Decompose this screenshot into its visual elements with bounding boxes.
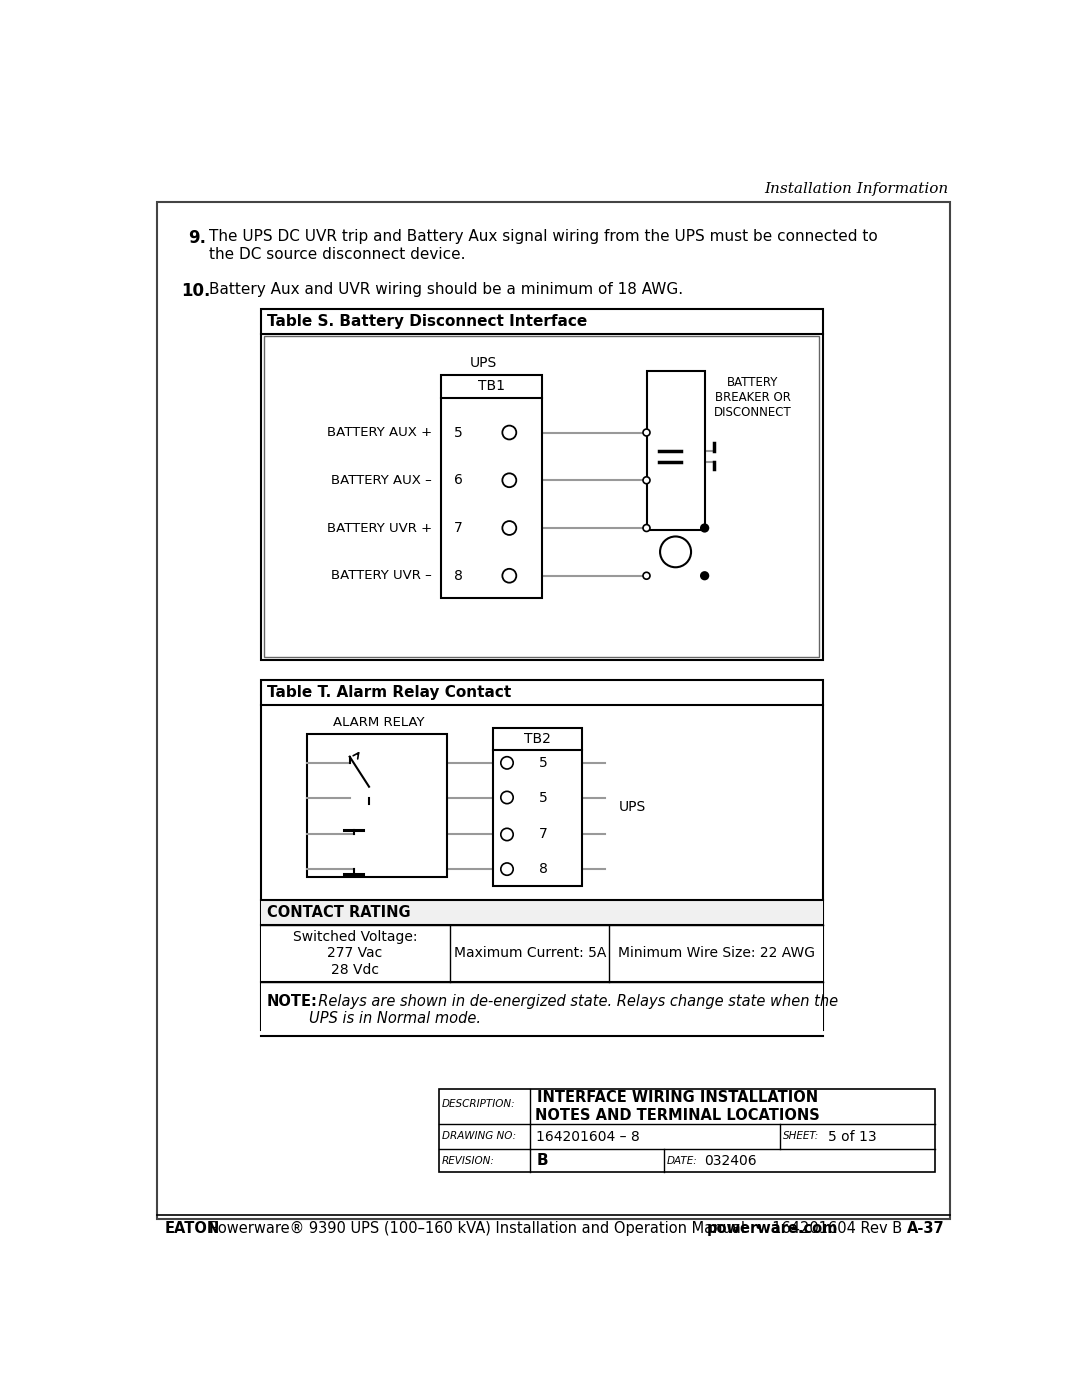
Text: Powerware® 9390 UPS (100–160 kVA) Installation and Operation Manual  •  16420160: Powerware® 9390 UPS (100–160 kVA) Instal… (205, 1221, 906, 1236)
Circle shape (502, 426, 516, 440)
Circle shape (660, 536, 691, 567)
Text: 8: 8 (539, 862, 548, 876)
Text: 5 of 13: 5 of 13 (828, 1130, 877, 1144)
Text: Switched Voltage:
277 Vac
28 Vdc: Switched Voltage: 277 Vac 28 Vdc (293, 930, 417, 977)
Circle shape (643, 476, 650, 483)
Text: BATTERY AUX –: BATTERY AUX – (332, 474, 432, 486)
Text: 10.: 10. (181, 282, 211, 299)
Bar (647, 372, 704, 529)
Circle shape (700, 524, 710, 532)
Text: 032406: 032406 (704, 1154, 756, 1168)
Bar (260, 309, 823, 661)
Circle shape (700, 571, 710, 580)
Text: DESCRIPTION:: DESCRIPTION: (442, 1098, 515, 1109)
Circle shape (501, 757, 513, 768)
Text: Table S. Battery Disconnect Interface: Table S. Battery Disconnect Interface (267, 314, 588, 328)
Text: ALARM RELAY: ALARM RELAY (334, 715, 424, 729)
Circle shape (501, 828, 513, 841)
Bar (494, 728, 582, 886)
Text: A-37: A-37 (907, 1221, 945, 1236)
Text: NOTE:: NOTE: (267, 993, 318, 1009)
Text: TB1: TB1 (478, 380, 505, 394)
Text: Battery Aux and UVR wiring should be a minimum of 18 AWG.: Battery Aux and UVR wiring should be a m… (208, 282, 683, 296)
Text: BATTERY
BREAKER OR
DISCONNECT: BATTERY BREAKER OR DISCONNECT (714, 376, 792, 419)
Text: powerware.com: powerware.com (707, 1221, 838, 1236)
Bar (438, 1090, 935, 1172)
Bar (260, 900, 823, 925)
Bar (265, 337, 820, 657)
Text: B: B (537, 1154, 548, 1168)
Text: BATTERY UVR +: BATTERY UVR + (326, 521, 432, 535)
Text: Minimum Wire Size: 22 AWG: Minimum Wire Size: 22 AWG (618, 946, 814, 960)
Text: BATTERY UVR –: BATTERY UVR – (332, 569, 432, 583)
Text: Relays are shown in de-energized state. Relays change state when the
UPS is in N: Relays are shown in de-energized state. … (309, 993, 838, 1027)
Text: REVISION:: REVISION: (442, 1157, 495, 1166)
Text: Table T. Alarm Relay Contact: Table T. Alarm Relay Contact (267, 685, 511, 700)
Text: BATTERY AUX +: BATTERY AUX + (326, 426, 432, 439)
Bar (260, 680, 823, 1030)
Text: 5: 5 (539, 756, 548, 770)
Text: 164201604 – 8: 164201604 – 8 (537, 1130, 640, 1144)
Text: Maximum Current: 5A: Maximum Current: 5A (454, 946, 606, 960)
Text: TB2: TB2 (524, 732, 551, 746)
Bar (307, 735, 446, 877)
Circle shape (501, 863, 513, 876)
Text: 7: 7 (454, 521, 462, 535)
Circle shape (502, 569, 516, 583)
Text: 5: 5 (539, 791, 548, 805)
Circle shape (643, 573, 650, 580)
Text: 5: 5 (454, 426, 462, 440)
Bar (441, 374, 542, 598)
Circle shape (643, 429, 650, 436)
Text: 9.: 9. (188, 229, 205, 247)
Bar (260, 925, 823, 982)
Text: 7: 7 (539, 827, 548, 841)
Circle shape (643, 524, 650, 531)
Text: 6: 6 (454, 474, 462, 488)
Text: Installation Information: Installation Information (765, 182, 948, 196)
Text: EATON: EATON (164, 1221, 219, 1236)
Text: INTERFACE WIRING INSTALLATION
NOTES AND TERMINAL LOCATIONS: INTERFACE WIRING INSTALLATION NOTES AND … (535, 1091, 820, 1123)
Text: CONTACT RATING: CONTACT RATING (267, 905, 410, 919)
Text: The UPS DC UVR trip and Battery Aux signal wiring from the UPS must be connected: The UPS DC UVR trip and Battery Aux sign… (208, 229, 877, 261)
Text: UPS: UPS (470, 356, 498, 370)
Text: DATE:: DATE: (666, 1157, 698, 1166)
Text: UPS: UPS (619, 800, 646, 814)
Text: 8: 8 (454, 569, 462, 583)
Circle shape (502, 474, 516, 488)
Bar (260, 982, 823, 1037)
Text: SHEET:: SHEET: (783, 1132, 819, 1141)
Text: DRAWING NO:: DRAWING NO: (442, 1132, 516, 1141)
Circle shape (501, 791, 513, 803)
Circle shape (502, 521, 516, 535)
